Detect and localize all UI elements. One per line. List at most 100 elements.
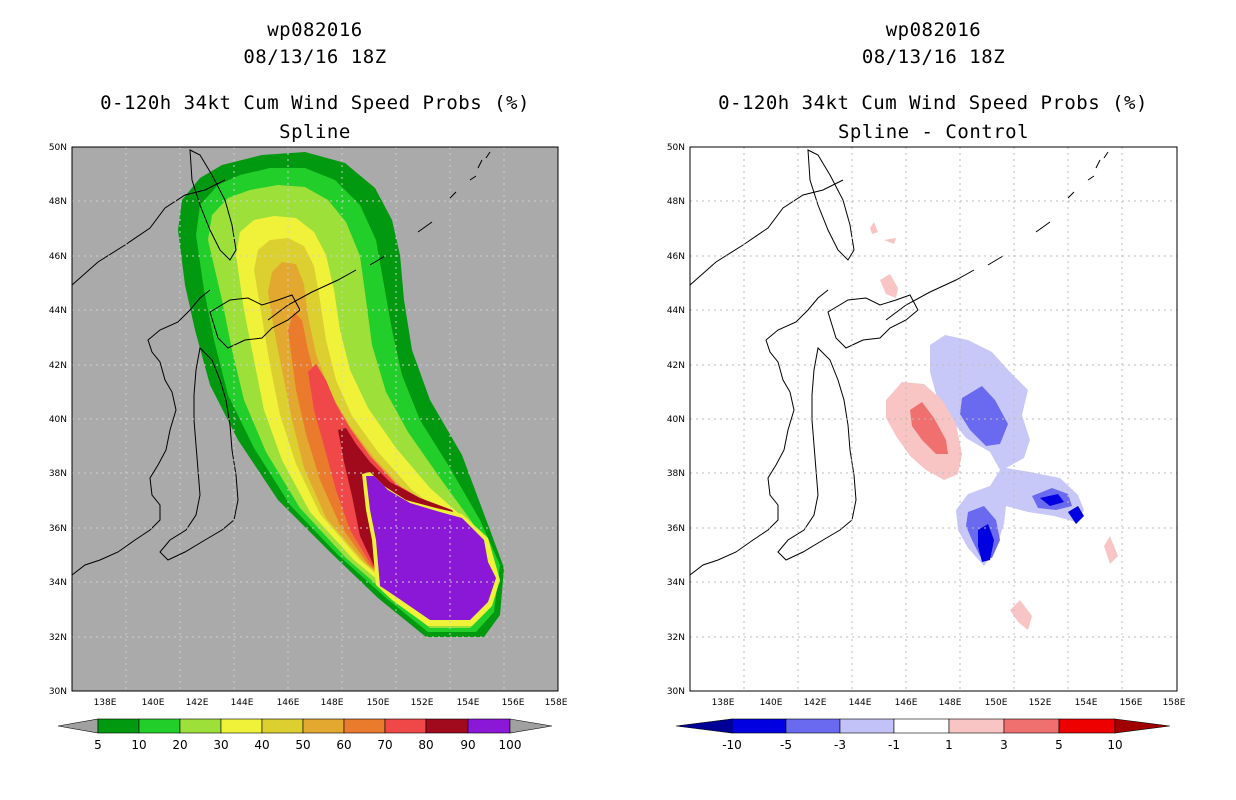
- lon-label: 150E: [367, 698, 390, 708]
- colorbar-swatch: [948, 718, 1005, 734]
- lat-label: 30N: [49, 687, 67, 697]
- lat-label: 44N: [667, 306, 685, 316]
- colorbar-swatch: [1058, 718, 1116, 734]
- lon-label: 146E: [277, 698, 300, 708]
- lon-label: 154E: [457, 698, 480, 708]
- colorbar-swatch: [343, 718, 386, 734]
- right-subtitle: Spline - Control: [837, 121, 1030, 143]
- lat-label: 32N: [49, 633, 67, 643]
- diff-area-medium-red: [910, 402, 948, 454]
- diff-area-light-red: [884, 238, 896, 244]
- right-colorbar-labels: -10 -5 -3 -1 1 3 5 10: [722, 738, 1122, 752]
- colorbar-end-left: [675, 718, 733, 734]
- honshu-coastline: [777, 346, 857, 561]
- lon-label: 156E: [502, 698, 525, 708]
- colorbar-label: 30: [213, 738, 228, 752]
- left-product-title: 0-120h 34kt Cum Wind Speed Probs (%): [100, 92, 530, 114]
- lon-label: 156E: [1120, 698, 1143, 708]
- left-colorbar: [57, 718, 553, 734]
- lat-label: 46N: [49, 252, 67, 262]
- left-storm-id: wp082016: [267, 19, 363, 41]
- lat-label: 40N: [667, 415, 685, 425]
- right-storm-id: wp082016: [885, 19, 982, 41]
- right-lon-labels: 138E 140E 142E 144E 146E 148E 150E 152E …: [712, 698, 1186, 708]
- hokkaido-coastline: [209, 294, 301, 349]
- right-colorbar: [675, 718, 1171, 734]
- kuril-islands: [885, 151, 1109, 321]
- colorbar-label: 5: [1055, 738, 1063, 752]
- lon-label: 142E: [804, 698, 827, 708]
- colorbar-label: 60: [336, 738, 351, 752]
- colorbar-swatch: [425, 718, 469, 734]
- lon-label: 150E: [985, 698, 1008, 708]
- lon-label: 152E: [411, 698, 434, 708]
- lat-label: 48N: [667, 197, 685, 207]
- lat-label: 34N: [667, 578, 685, 588]
- colorbar-label: 20: [172, 738, 187, 752]
- colorbar-label: 10: [131, 738, 146, 752]
- left-lon-labels: 138E 140E 142E 144E 146E 148E 150E 152E …: [94, 698, 568, 708]
- lat-label: 42N: [49, 361, 67, 371]
- lon-label: 158E: [1163, 698, 1186, 708]
- lat-label: 42N: [667, 361, 685, 371]
- left-datetime: 08/13/16 18Z: [243, 46, 387, 68]
- left-lat-labels: 50N 48N 46N 44N 42N 40N 38N 36N 34N 32N …: [49, 143, 67, 697]
- lon-label: 140E: [142, 698, 165, 708]
- left-gridlines: [72, 147, 558, 691]
- lon-label: 146E: [895, 698, 918, 708]
- colorbar-label: 70: [377, 738, 392, 752]
- left-probability-swath: [178, 152, 504, 637]
- lat-label: 30N: [667, 687, 685, 697]
- lat-label: 48N: [49, 197, 67, 207]
- left-colorbar-labels: 5 10 20 30 40 50 60 70 80 90 100: [94, 738, 521, 752]
- left-subtitle: Spline: [279, 121, 351, 143]
- colorbar-label: 90: [460, 738, 475, 752]
- colorbar-swatch: [785, 718, 841, 734]
- colorbar-label: 1: [945, 738, 953, 752]
- hokkaido-coastline: [827, 294, 919, 349]
- diff-area-light-red: [1104, 536, 1118, 564]
- right-gridlines: [690, 147, 1177, 691]
- lon-label: 138E: [712, 698, 735, 708]
- colorbar-label: 10: [1107, 738, 1122, 752]
- diff-area-light-red: [1010, 600, 1032, 630]
- colorbar-label: 100: [499, 738, 522, 752]
- right-map-frame: [689, 146, 1178, 692]
- colorbar-swatch: [1003, 718, 1060, 734]
- right-product-title: 0-120h 34kt Cum Wind Speed Probs (%): [718, 92, 1148, 114]
- colorbar-label: 50: [295, 738, 310, 752]
- mainland-coastline: [71, 179, 226, 576]
- lat-label: 34N: [49, 578, 67, 588]
- colorbar-label: -10: [722, 738, 742, 752]
- contour-100: [366, 476, 496, 620]
- lon-label: 138E: [94, 698, 117, 708]
- lat-label: 50N: [667, 143, 685, 153]
- colorbar-swatch: [893, 718, 950, 734]
- colorbar-swatch: [467, 718, 511, 734]
- diff-area-dark-blue: [1040, 494, 1064, 506]
- diff-area-dark-blue: [1068, 506, 1084, 524]
- colorbar-swatch: [97, 718, 140, 734]
- colorbar-swatch: [302, 718, 345, 734]
- diff-area-dark-blue: [978, 524, 994, 562]
- diff-area-medium-blue: [960, 386, 1008, 446]
- lon-label: 140E: [760, 698, 783, 708]
- lon-label: 148E: [321, 698, 344, 708]
- diff-area-light-red: [880, 274, 898, 298]
- lon-label: 144E: [231, 698, 254, 708]
- lat-label: 38N: [667, 469, 685, 479]
- lat-label: 38N: [49, 469, 67, 479]
- lat-label: 44N: [49, 306, 67, 316]
- colorbar-end-right: [509, 718, 553, 734]
- colorbar-label: -3: [834, 738, 846, 752]
- lon-label: 158E: [545, 698, 568, 708]
- lat-label: 40N: [49, 415, 67, 425]
- colorbar-end-left: [57, 718, 99, 734]
- lat-label: 50N: [49, 143, 67, 153]
- colorbar-swatch: [220, 718, 263, 734]
- colorbar-label: 3: [1000, 738, 1008, 752]
- lon-label: 142E: [186, 698, 209, 708]
- right-difference-field: [870, 222, 1118, 630]
- lat-label: 32N: [667, 633, 685, 643]
